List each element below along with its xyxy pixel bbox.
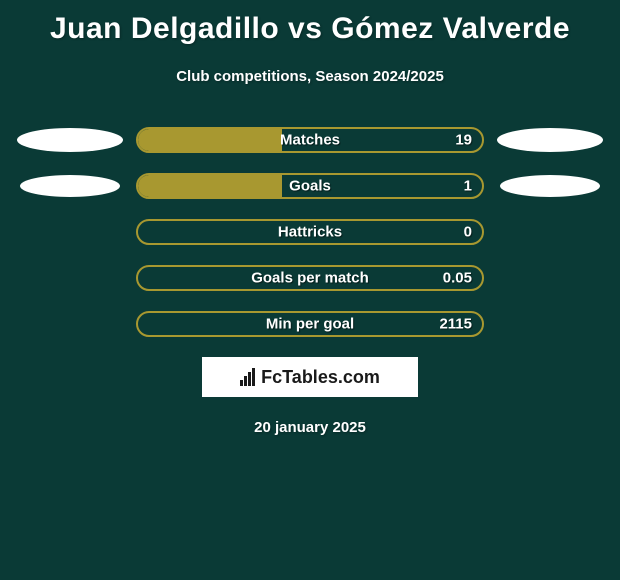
left-ellipse [20,175,120,197]
stats-container: Matches 19 Goals 1 Hattricks 0 [0,127,620,337]
logo-text: FcTables.com [261,367,380,388]
left-ellipse-slot [10,175,130,197]
left-ellipse-slot [10,128,130,152]
right-ellipse-slot [490,128,610,152]
right-ellipse [500,175,600,197]
bar-value: 1 [464,178,472,195]
bar-label: Matches [280,132,340,149]
bar-label: Goals [289,178,331,195]
bar-label: Goals per match [251,270,369,287]
bar-fill [138,129,282,151]
stat-row-goals: Goals 1 [10,173,610,199]
right-ellipse-slot [490,175,610,197]
bar-fill [138,175,282,197]
bar-value: 0.05 [443,270,472,287]
bar-value: 19 [455,132,472,149]
bar-container: Goals 1 [136,173,484,199]
bar-container: Min per goal 2115 [136,311,484,337]
page-title: Juan Delgadillo vs Gómez Valverde [0,0,620,46]
bar-container: Goals per match 0.05 [136,265,484,291]
stat-row-goals-per-match: Goals per match 0.05 [10,265,610,291]
footer-date: 20 january 2025 [0,419,620,436]
bar-value: 2115 [439,316,472,333]
bar-value: 0 [464,224,472,241]
bar-label: Hattricks [278,224,342,241]
footer-logo: FcTables.com [202,357,418,397]
stat-row-matches: Matches 19 [10,127,610,153]
bar-container: Matches 19 [136,127,484,153]
stat-row-hattricks: Hattricks 0 [10,219,610,245]
stat-row-min-per-goal: Min per goal 2115 [10,311,610,337]
page-subtitle: Club competitions, Season 2024/2025 [0,68,620,85]
chart-icon [240,368,255,386]
left-ellipse [17,128,123,152]
bar-label: Min per goal [266,316,354,333]
bar-container: Hattricks 0 [136,219,484,245]
right-ellipse [497,128,603,152]
